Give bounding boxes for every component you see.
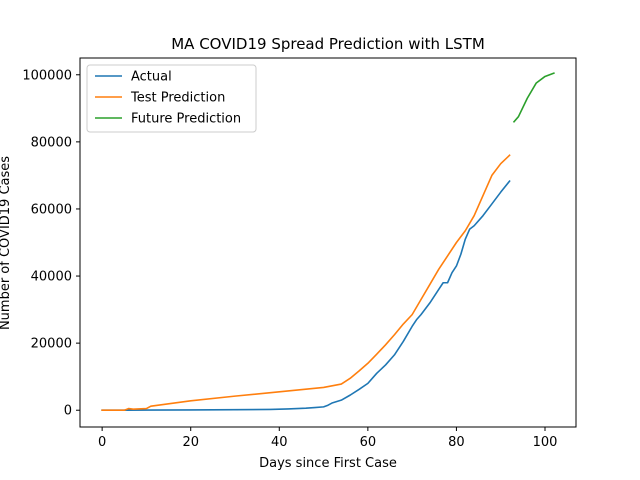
- series-line-test-prediction: [101, 154, 511, 412]
- x-tick-label: 20: [182, 435, 199, 450]
- x-tick-label: 80: [448, 435, 465, 450]
- legend-box: [86, 64, 257, 133]
- x-tick-label: 100: [533, 435, 558, 450]
- legend-label-future-prediction: Future Prediction: [131, 112, 241, 127]
- y-tick-label: 40000: [31, 270, 72, 285]
- x-tick-label: 40: [271, 435, 288, 450]
- y-tick-label: 80000: [31, 135, 72, 150]
- y-axis-label: Number of COVID19 Cases: [0, 156, 13, 330]
- y-tick-label: 60000: [31, 202, 72, 217]
- legend-label-actual: Actual: [131, 70, 172, 85]
- plot-lines: [101, 72, 555, 412]
- y-tick-label: 20000: [31, 337, 72, 352]
- x-axis-label: Days since First Case: [259, 456, 397, 471]
- y-axis: 0 20000 40000 60000 80000 100000: [22, 68, 80, 419]
- legend: Actual Test Prediction Future Prediction: [86, 64, 257, 133]
- chart-title: MA COVID19 Spread Prediction with LSTM: [171, 35, 485, 53]
- legend-label-test-prediction: Test Prediction: [130, 91, 225, 106]
- x-tick-label: 0: [98, 435, 106, 450]
- y-tick-label: 100000: [22, 68, 72, 83]
- x-tick-label: 60: [360, 435, 377, 450]
- x-axis: 0 20 40 60 80 100: [98, 427, 557, 450]
- y-tick-label: 0: [64, 404, 72, 419]
- plot-frame: [79, 57, 577, 428]
- series-line-actual: [101, 179, 511, 412]
- series-line-future-prediction: [512, 72, 555, 123]
